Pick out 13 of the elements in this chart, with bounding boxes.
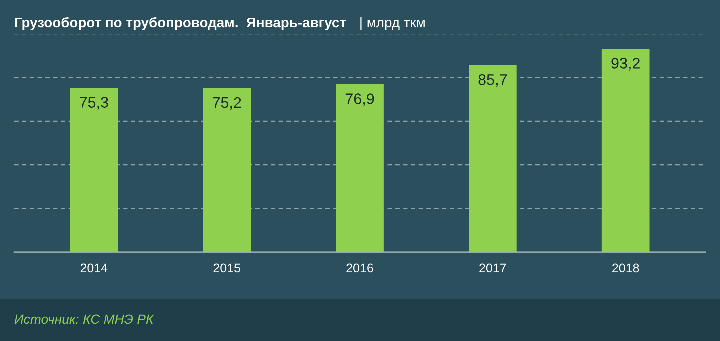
x-tick-label: 2017 [480, 264, 506, 273]
text: Источник: КС МНЭ РК [14, 314, 154, 324]
x-tick-label: 2014 [80, 264, 108, 273]
data-label: 93,2 [612, 58, 640, 71]
x-tick-label: 2018 [612, 264, 640, 273]
chart-subtitle: | млрд ткм [360, 17, 425, 30]
x-tick-label: 2016 [346, 264, 374, 273]
data-label: 75,3 [80, 97, 108, 110]
chart-title: Грузооборот по трубопроводам. Январь-август [15, 17, 346, 30]
data-label: 85,7 [478, 74, 508, 88]
data-label: 75,2 [212, 97, 242, 110]
data-label: 76,9 [346, 94, 374, 106]
x-tick-label: 2015 [214, 264, 240, 273]
